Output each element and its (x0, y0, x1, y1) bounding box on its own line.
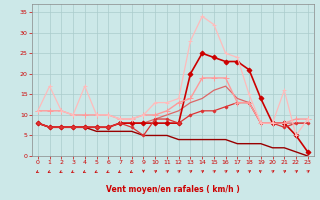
X-axis label: Vent moyen/en rafales ( km/h ): Vent moyen/en rafales ( km/h ) (106, 185, 240, 194)
